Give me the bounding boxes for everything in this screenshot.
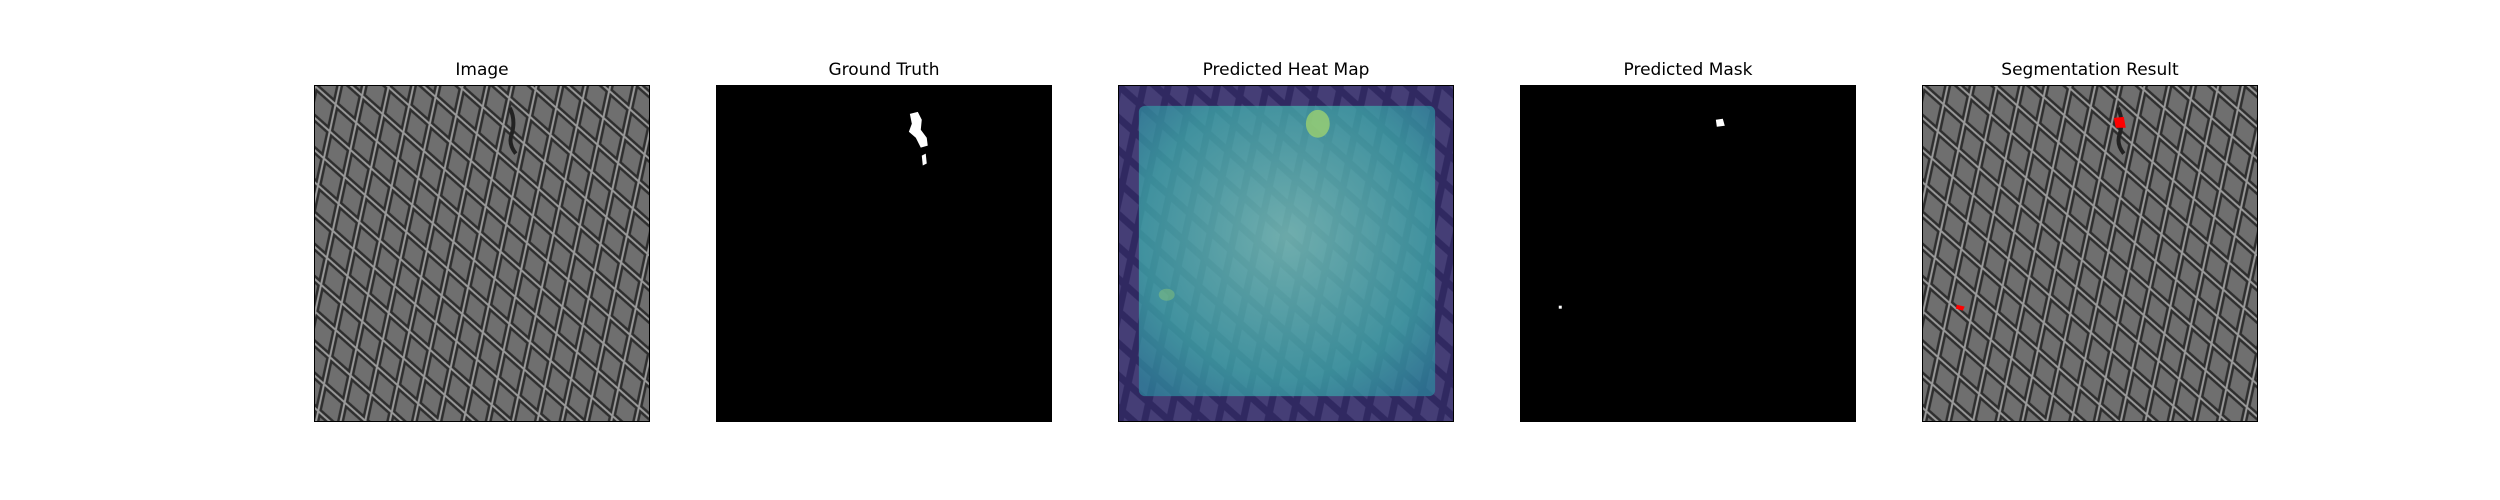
panel-title: Predicted Heat Map: [1202, 60, 1370, 80]
panel-ground-truth: Ground Truth: [716, 0, 1052, 500]
ground-truth-mask: [717, 86, 1051, 421]
texture-image: [315, 86, 649, 421]
panel-title: Predicted Mask: [1623, 60, 1753, 80]
ground-truth-frame: [716, 85, 1052, 422]
heat-map-image: [1119, 86, 1453, 421]
panel-image: Image: [314, 0, 650, 500]
segmentation-result-image: [1923, 86, 2257, 421]
image-frame: [314, 85, 650, 422]
segmentation-result-frame: [1922, 85, 2258, 422]
panel-predicted-mask: Predicted Mask: [1520, 0, 1856, 500]
heat-map-frame: [1118, 85, 1454, 422]
panel-title: Image: [455, 60, 509, 80]
panel-title: Segmentation Result: [2001, 60, 2179, 80]
panel-segmentation-result: Segmentation Result: [1922, 0, 2258, 500]
panel-heat-map: Predicted Heat Map: [1118, 0, 1454, 500]
predicted-mask-frame: [1520, 85, 1856, 422]
panel-title: Ground Truth: [828, 60, 940, 80]
predicted-mask-image: [1521, 86, 1855, 421]
